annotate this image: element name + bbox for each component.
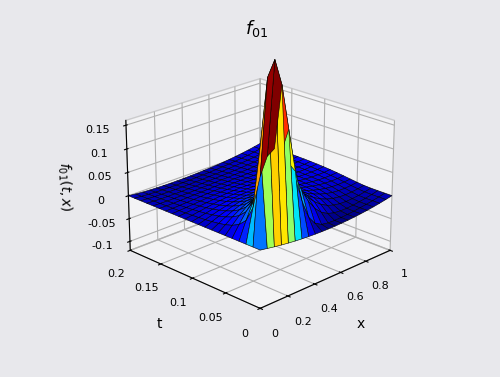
Title: $f_{01}$: $f_{01}$ bbox=[244, 18, 268, 39]
X-axis label: x: x bbox=[357, 317, 365, 331]
Y-axis label: t: t bbox=[156, 317, 162, 331]
